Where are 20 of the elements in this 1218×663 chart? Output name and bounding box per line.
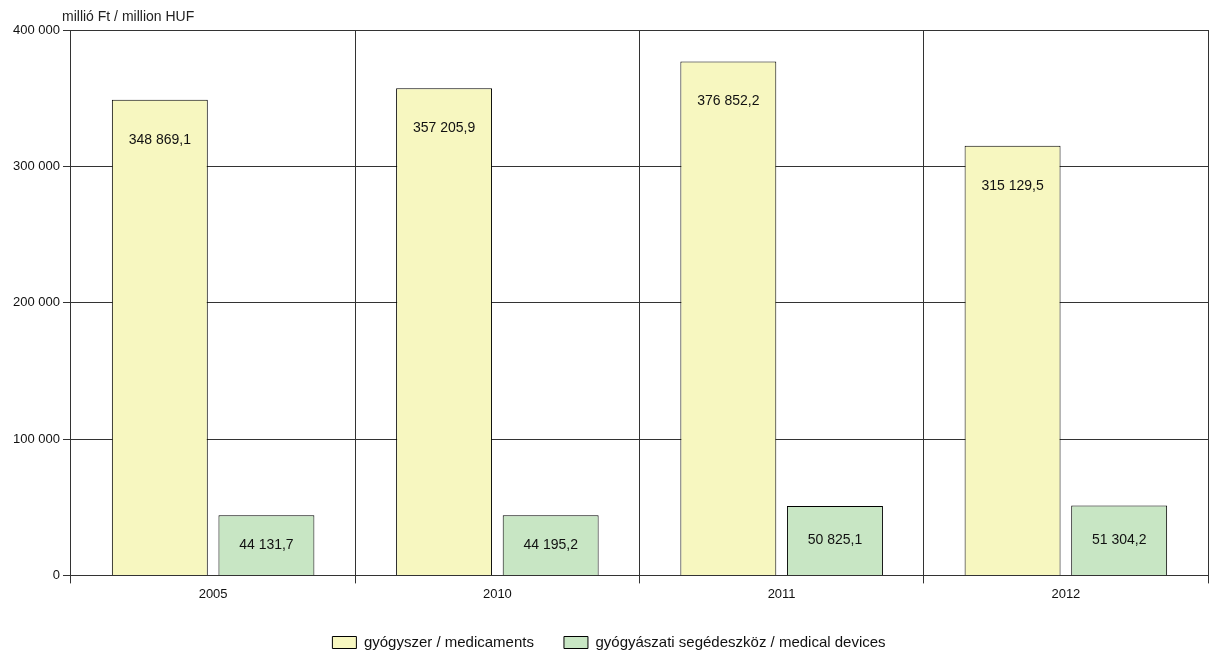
y-tick-label: 200 000 xyxy=(12,294,60,310)
y-axis-title: millió Ft / million HUF xyxy=(62,8,195,24)
data-label: 44 131,7 xyxy=(239,535,294,552)
y-tick-label: 300 000 xyxy=(12,157,60,173)
data-label: 315 129,5 xyxy=(981,176,1044,193)
x-tick-label: 2005 xyxy=(198,585,228,601)
data-label: 357 205,9 xyxy=(412,119,476,136)
x-tick-label: 2011 xyxy=(767,585,796,601)
data-label: 50 825,1 xyxy=(807,531,863,548)
y-tick-label: 100 000 xyxy=(12,430,60,446)
y-tick-label: 400 000 xyxy=(12,21,60,37)
legend-label: gyógyszer / medicaments xyxy=(363,632,534,650)
x-tick-label: 2010 xyxy=(482,585,512,601)
x-tick-label: 2012 xyxy=(1051,585,1081,601)
y-tick-label: 0 xyxy=(52,566,60,582)
data-label: 348 869,1 xyxy=(128,130,192,147)
data-label: 376 852,2 xyxy=(697,92,760,109)
data-label: 51 304,2 xyxy=(1091,531,1147,548)
data-label: 44 195,2 xyxy=(523,535,579,552)
legend-label: gyógyászati segédeszköz / medical devices xyxy=(595,632,886,650)
